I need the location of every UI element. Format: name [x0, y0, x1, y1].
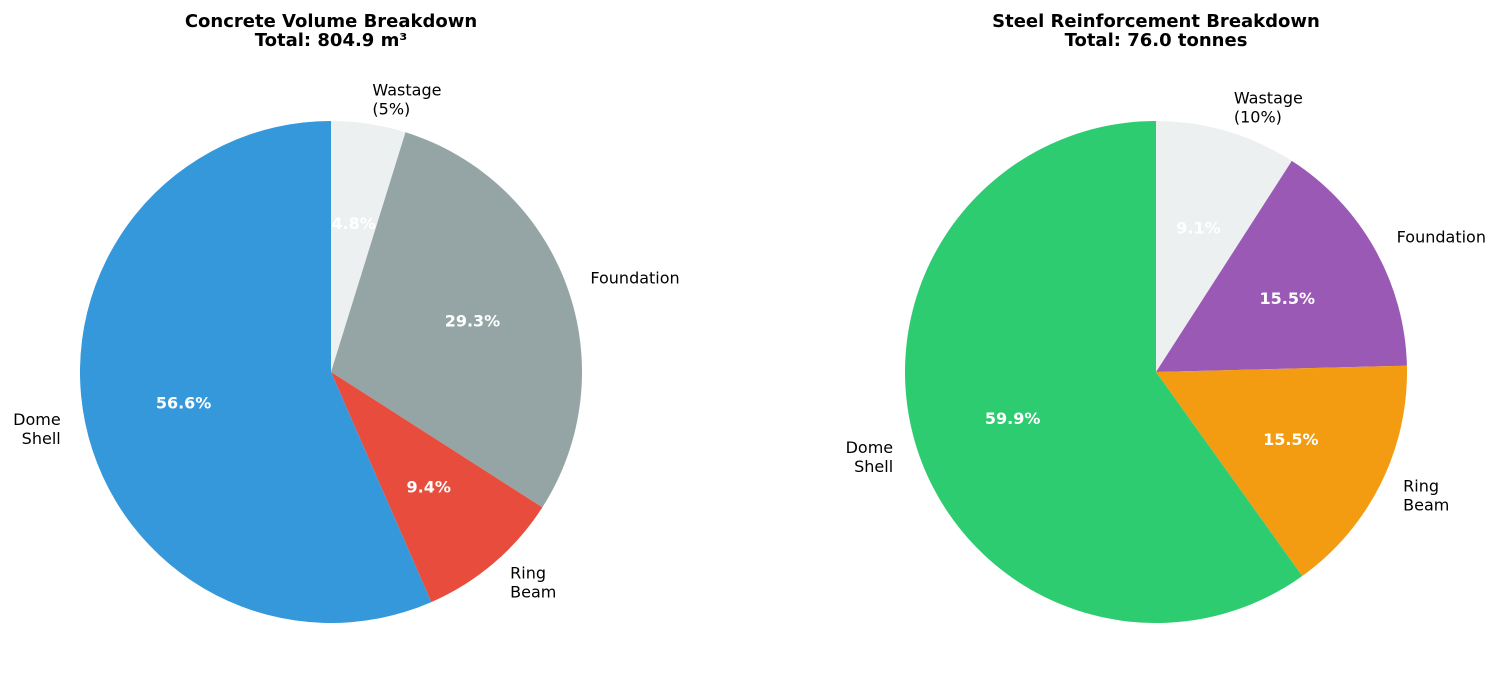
pct-label-wastage: 9.1%	[1176, 219, 1220, 238]
pie-slice-ring-beam	[1156, 365, 1408, 576]
pct-label-dome-shell: 59.9%	[985, 409, 1041, 428]
pie-chart-2: Steel Reinforcement Breakdown Total: 76.0…	[846, 11, 1486, 624]
pie-slice-foundation	[1156, 160, 1407, 372]
slice-label-foundation: Foundation	[1397, 228, 1486, 247]
pie-slice-dome-shell	[904, 121, 1303, 624]
slice-label-wastage: Wastage (5%)	[372, 81, 441, 119]
pie-slice-foundation	[331, 132, 582, 508]
pie-slice-wastage	[1156, 121, 1292, 372]
pct-label-dome-shell: 56.6%	[156, 394, 212, 413]
slice-label-dome-shell: Dome Shell	[846, 438, 894, 476]
pie-slice-dome-shell	[80, 121, 432, 623]
pct-label-ring-beam: 9.4%	[407, 478, 451, 497]
pie-slice-ring-beam	[331, 372, 543, 603]
pct-label-wastage: 4.8%	[331, 214, 375, 233]
slice-label-ring-beam: Ring Beam	[510, 564, 556, 602]
chart-title: Steel Reinforcement Breakdown Total: 76.0…	[992, 11, 1320, 51]
slice-label-ring-beam: Ring Beam	[1403, 477, 1449, 515]
slice-label-foundation: Foundation	[590, 268, 679, 287]
pct-label-foundation: 29.3%	[445, 311, 501, 330]
pct-label-ring-beam: 15.5%	[1263, 430, 1319, 449]
slice-label-dome-shell: Dome Shell	[13, 410, 61, 448]
pie-slice-wastage	[331, 121, 406, 372]
slice-label-wastage: Wastage (10%)	[1234, 89, 1303, 127]
chart-title: Concrete Volume Breakdown Total: 804.9 m³	[185, 11, 477, 51]
pct-label-foundation: 15.5%	[1260, 289, 1316, 308]
pie-chart-1: Concrete Volume Breakdown Total: 804.9 m³…	[13, 11, 680, 623]
